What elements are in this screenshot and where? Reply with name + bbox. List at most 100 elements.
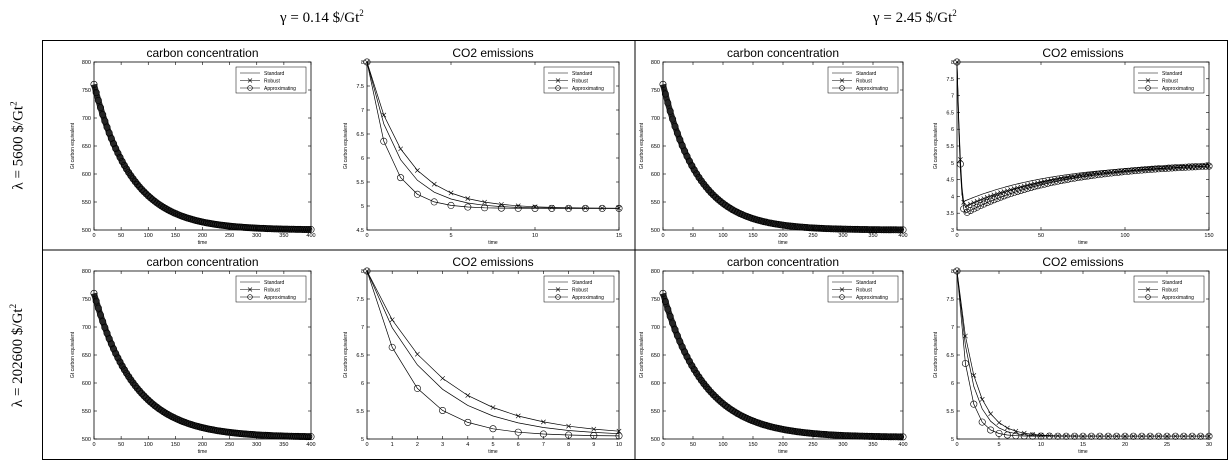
marker-circle bbox=[777, 221, 785, 229]
marker-circle bbox=[1087, 432, 1095, 440]
legend-marker-x bbox=[839, 287, 845, 292]
marker-circle bbox=[464, 418, 472, 426]
legend-marker-circle bbox=[839, 294, 845, 300]
x-tick-label: 0 bbox=[661, 233, 664, 239]
marker-circle bbox=[118, 157, 126, 165]
marker-circle bbox=[707, 189, 715, 197]
y-tick-label: 5.5 bbox=[356, 409, 364, 415]
marker-circle bbox=[170, 414, 178, 422]
x-tick-label: 5 bbox=[491, 442, 494, 448]
marker-circle bbox=[673, 129, 681, 137]
marker-circle bbox=[136, 387, 144, 395]
marker-circle bbox=[430, 198, 438, 206]
x-axis-label: time bbox=[488, 449, 498, 455]
x-tick-label: 250 bbox=[225, 442, 234, 448]
x-tick-label: 200 bbox=[778, 233, 787, 239]
marker-circle bbox=[863, 432, 871, 440]
x-tick-label: 8 bbox=[567, 442, 570, 448]
marker-circle bbox=[834, 431, 842, 439]
marker-circle bbox=[781, 221, 789, 229]
marker-circle bbox=[760, 218, 768, 226]
marker-circle bbox=[990, 196, 998, 204]
series-line-approximating bbox=[366, 270, 620, 437]
row-label-sup: 2 bbox=[8, 100, 19, 106]
marker-circle bbox=[133, 384, 141, 392]
y-tick-label: 650 bbox=[651, 353, 660, 359]
marker-circle bbox=[157, 202, 165, 210]
marker-circle bbox=[712, 193, 720, 201]
chart-r2c1b: CO2 emissions 0 1 2 3 4 5 6 7 8 9 10 5 5.5 6 6.5 7 7.5 8 ti… bbox=[343, 255, 623, 455]
marker-circle bbox=[1047, 179, 1055, 187]
marker-circle bbox=[820, 430, 828, 438]
marker-circle bbox=[757, 217, 765, 225]
marker-circle bbox=[772, 220, 780, 228]
x-tick-label: 100 bbox=[1120, 233, 1129, 239]
x-tick-label: 200 bbox=[778, 442, 787, 448]
marker-circle bbox=[1141, 166, 1149, 174]
marker-circle bbox=[661, 298, 669, 306]
chart-r2c2a: carbon concentration 0 50 100 150 200 250 300 35… bbox=[639, 255, 908, 455]
y-tick-label: 5 bbox=[951, 161, 954, 167]
legend-label: Approximating bbox=[856, 86, 888, 92]
x-tick-label: 4 bbox=[466, 442, 469, 448]
marker-circle bbox=[834, 225, 842, 233]
marker-circle bbox=[669, 319, 677, 327]
marker-circle bbox=[666, 107, 674, 115]
marker-circle bbox=[140, 392, 148, 400]
y-axis-label: Gt carbon equivalent bbox=[639, 122, 645, 169]
marker-circle bbox=[774, 424, 782, 432]
marker-circle bbox=[168, 413, 176, 421]
row-label-text: λ = 202600 $/Gt bbox=[10, 307, 27, 407]
marker-circle bbox=[789, 427, 797, 435]
marker-circle bbox=[801, 223, 809, 231]
y-tick-label: 6 bbox=[361, 381, 364, 387]
marker-circle bbox=[897, 433, 905, 441]
marker-circle bbox=[851, 225, 859, 233]
marker-circle bbox=[1094, 171, 1102, 179]
marker-x bbox=[1004, 188, 1010, 194]
marker-circle bbox=[803, 224, 811, 232]
marker-circle bbox=[1128, 167, 1136, 175]
y-tick-label: 7 bbox=[951, 94, 954, 100]
marker-circle bbox=[877, 433, 885, 441]
marker-x bbox=[566, 205, 572, 211]
legend-label: Standard bbox=[1162, 280, 1183, 286]
x-tick-label: 5 bbox=[449, 233, 452, 239]
y-tick-label: 800 bbox=[82, 269, 91, 275]
marker-circle bbox=[880, 433, 888, 441]
marker-circle bbox=[162, 409, 170, 417]
marker-circle bbox=[149, 196, 157, 204]
x-tick-label: 6 bbox=[517, 442, 520, 448]
y-tick-label: 8 bbox=[951, 60, 954, 66]
x-tick-label: 100 bbox=[144, 233, 153, 239]
marker-x bbox=[1008, 187, 1014, 193]
column-header-sup: 2 bbox=[359, 8, 364, 18]
y-tick-label: 7 bbox=[361, 325, 364, 331]
y-tick-label: 600 bbox=[651, 381, 660, 387]
marker-x bbox=[1021, 430, 1027, 436]
legend-label: Standard bbox=[856, 71, 877, 77]
y-tick-label: 650 bbox=[651, 144, 660, 150]
marker-circle bbox=[120, 366, 128, 374]
marker-circle bbox=[719, 199, 727, 207]
marker-circle bbox=[514, 204, 522, 212]
x-axis-label: time bbox=[1078, 449, 1088, 455]
x-tick-label: 100 bbox=[144, 442, 153, 448]
marker-x bbox=[515, 203, 521, 209]
marker-x bbox=[988, 411, 994, 417]
marker-circle bbox=[1061, 176, 1069, 184]
x-tick-label: 200 bbox=[198, 442, 207, 448]
x-tick-label: 100 bbox=[718, 233, 727, 239]
marker-x bbox=[968, 201, 973, 207]
marker-circle bbox=[956, 160, 964, 168]
marker-x bbox=[996, 420, 1002, 426]
marker-circle bbox=[961, 359, 969, 367]
marker-circle bbox=[865, 226, 873, 234]
marker-circle bbox=[531, 204, 539, 212]
marker-circle bbox=[987, 426, 995, 434]
marker-circle bbox=[1064, 175, 1072, 183]
marker-circle bbox=[138, 185, 146, 193]
marker-circle bbox=[1121, 168, 1129, 176]
